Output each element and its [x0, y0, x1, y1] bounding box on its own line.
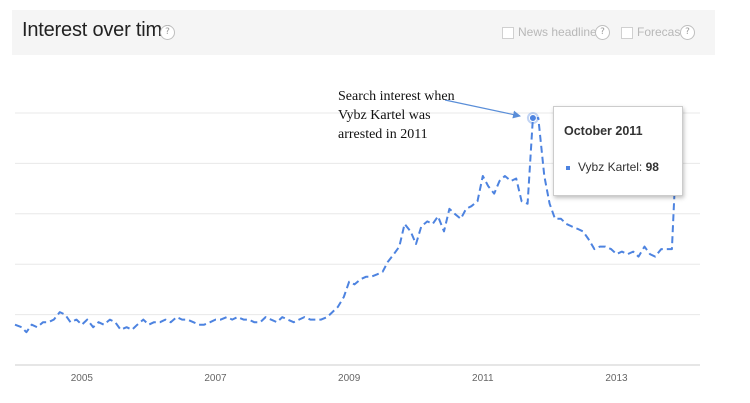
- news-headlines-label[interactable]: News headlines: [518, 25, 603, 39]
- x-tick-label: 2009: [338, 373, 361, 384]
- tooltip-title: October 2011: [564, 124, 643, 138]
- forecast-checkbox[interactable]: [621, 27, 633, 39]
- tooltip-series-row: Vybz Kartel: 98: [578, 160, 659, 174]
- annotation-text: Search interest when Vybz Kartel was arr…: [338, 87, 478, 144]
- series-line: [14, 117, 679, 334]
- header-title: Interest over time: [22, 19, 173, 41]
- series-layer: [14, 112, 679, 334]
- x-tick-label: 2011: [472, 373, 494, 384]
- x-tick-label: 2013: [605, 373, 628, 384]
- highlight-point: [528, 114, 537, 123]
- news-headlines-help-icon[interactable]: ?: [595, 25, 610, 40]
- tooltip-series-label: Vybz Kartel:: [578, 160, 643, 174]
- tooltip-value: 98: [645, 160, 659, 174]
- annotation-line: arrested in 2011: [338, 127, 428, 142]
- x-axis: 2005 2007 2009 2011 2013: [15, 364, 700, 384]
- forecast-label[interactable]: Forecast: [637, 25, 684, 39]
- title-help-icon[interactable]: ?: [160, 25, 175, 40]
- annotation-arrow: [444, 99, 521, 119]
- series-swatch-icon: [566, 166, 570, 170]
- news-headlines-checkbox[interactable]: [502, 27, 514, 39]
- annotation-line: Search interest when: [338, 89, 455, 104]
- forecast-help-icon[interactable]: ?: [680, 25, 695, 40]
- x-tick-label: 2007: [204, 373, 227, 384]
- annotation-line: Vybz Kartel was: [338, 108, 431, 123]
- data-tooltip: October 2011 Vybz Kartel: 98: [553, 106, 683, 196]
- chart-header: Interest over time ? News headlines ? Fo…: [12, 10, 715, 55]
- x-tick-label: 2005: [71, 373, 94, 384]
